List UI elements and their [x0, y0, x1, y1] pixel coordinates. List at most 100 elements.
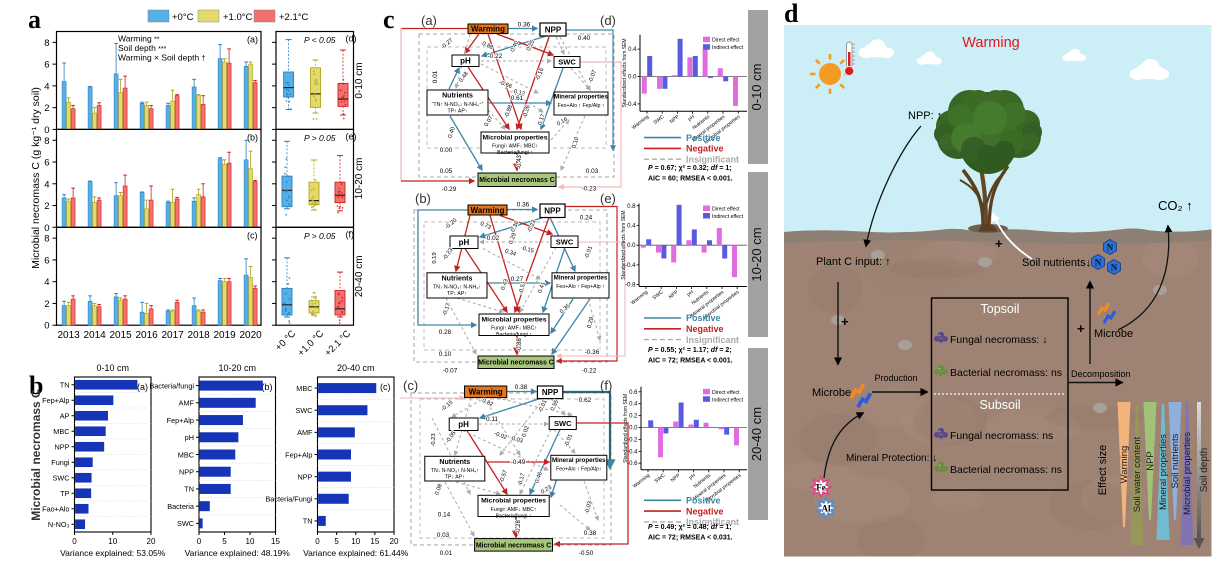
svg-text:+: + [841, 314, 849, 329]
svg-text:Microbial necromass C: Microbial necromass C [476, 542, 551, 549]
svg-text:NPP: NPP [54, 443, 69, 452]
svg-text:NPP: NPP [668, 289, 680, 300]
svg-text:0.4: 0.4 [629, 402, 638, 408]
svg-text:8: 8 [44, 234, 49, 245]
svg-text:20: 20 [390, 537, 399, 546]
svg-text:CO₂ ↑: CO₂ ↑ [1158, 198, 1193, 213]
svg-text:10-20 cm: 10-20 cm [218, 363, 256, 373]
svg-text:TP↓ AP↑: TP↓ AP↑ [445, 475, 465, 481]
svg-text:Microbial necromass C (g kg⁻¹: Microbial necromass C (g kg⁻¹ dry soil) [30, 87, 42, 269]
svg-text:+0°C: +0°C [172, 12, 194, 23]
svg-text:0.02: 0.02 [487, 235, 500, 242]
svg-text:0.02: 0.02 [521, 425, 531, 438]
svg-text:TN: TN [303, 517, 313, 526]
svg-text:Fep+Alp: Fep+Alp [42, 396, 69, 405]
svg-text:5: 5 [334, 537, 339, 546]
svg-text:0.29: 0.29 [508, 232, 518, 245]
svg-text:+1.0°C: +1.0°C [223, 12, 253, 23]
svg-text:-0.4: -0.4 [625, 263, 636, 269]
svg-text:0: 0 [44, 223, 49, 234]
svg-text:Warming: Warming [1119, 446, 1130, 484]
svg-text:SWC: SWC [177, 519, 194, 528]
svg-text:Feo+Alo ↑ Fep/Alp ↑: Feo+Alo ↑ Fep/Alp ↑ [558, 103, 605, 109]
svg-text:-0.01: -0.01 [584, 245, 594, 259]
svg-text:Feo+Alo ↑ Fep/Alp↑: Feo+Alo ↑ Fep/Alp↑ [556, 466, 601, 472]
svg-text:P > 0.05: P > 0.05 [304, 133, 336, 143]
svg-text:Mineral properties: Mineral properties [1158, 434, 1169, 510]
svg-text:6: 6 [44, 158, 49, 169]
svg-text:MBC: MBC [296, 384, 312, 393]
svg-text:-0.28: -0.28 [516, 520, 522, 534]
svg-text:NPP: NPP [545, 25, 562, 34]
svg-text:Microbial properties: Microbial properties [1182, 432, 1193, 515]
svg-text:Microbial properties: Microbial properties [482, 316, 547, 323]
svg-text:2: 2 [44, 299, 49, 310]
svg-text:P = 0.49; χ² = 0.48; df = 1;: P = 0.49; χ² = 0.48; df = 1; [648, 524, 732, 531]
svg-text:(a): (a) [137, 382, 148, 392]
svg-text:0: 0 [44, 321, 49, 332]
svg-text:Positive: Positive [686, 133, 721, 143]
svg-text:4: 4 [44, 81, 49, 92]
svg-text:AMF: AMF [179, 399, 195, 408]
svg-text:Bacteria/Fungi: Bacteria/Fungi [265, 495, 312, 504]
svg-text:NPP: NPP [297, 472, 312, 481]
svg-text:-0.8: -0.8 [625, 283, 636, 289]
svg-text:0.19: 0.19 [432, 252, 438, 263]
svg-text:Standardized effects from SEM: Standardized effects from SEM [623, 394, 629, 463]
svg-text:Warming × Soil depth †: Warming × Soil depth † [118, 53, 206, 63]
svg-text:Variance explained: 53.05%: Variance explained: 53.05% [60, 548, 166, 558]
svg-text:NPP: NPP [179, 468, 194, 477]
svg-text:0.43: 0.43 [500, 278, 510, 291]
svg-text:0.27: 0.27 [511, 276, 524, 283]
svg-text:Positive: Positive [686, 313, 721, 323]
svg-text:0.0: 0.0 [629, 426, 638, 432]
svg-text:SWC: SWC [295, 406, 312, 415]
svg-text:-0.36: -0.36 [585, 349, 600, 356]
svg-text:Insignificant: Insignificant [686, 517, 739, 527]
svg-text:(b): (b) [247, 132, 258, 142]
svg-text:10-20 cm: 10-20 cm [354, 158, 365, 200]
svg-text:Soil nutrients↓: Soil nutrients↓ [1022, 257, 1091, 269]
svg-text:(c): (c) [380, 382, 391, 392]
svg-text:5: 5 [222, 537, 227, 546]
svg-text:20-40 cm: 20-40 cm [337, 363, 375, 373]
svg-text:Variance explained: 61.44%: Variance explained: 61.44% [303, 548, 409, 558]
svg-text:Warming: Warming [471, 206, 505, 215]
svg-text:0.14: 0.14 [438, 512, 451, 519]
svg-text:(b): (b) [415, 191, 431, 206]
svg-text:2014: 2014 [83, 330, 106, 341]
svg-text:TN↓ N-NO₃↑ N-NH₄↑: TN↓ N-NO₃↑ N-NH₄↑ [433, 285, 481, 291]
svg-text:TN↓ N-NO₃↑ N-NH₄↑: TN↓ N-NO₃↑ N-NH₄↑ [431, 468, 479, 474]
svg-text:MBC: MBC [178, 450, 194, 459]
svg-text:20: 20 [147, 537, 156, 546]
svg-text:Fungi↑ AMF↓ MBC↑: Fungi↑ AMF↓ MBC↑ [491, 507, 537, 513]
svg-text:0.10: 0.10 [439, 351, 452, 358]
svg-text:2016: 2016 [135, 330, 158, 341]
svg-text:Direct effect: Direct effect [712, 390, 740, 396]
svg-text:0.24: 0.24 [580, 215, 593, 222]
svg-text:Insignificant: Insignificant [686, 335, 739, 345]
svg-text:P < 0.05: P < 0.05 [304, 35, 336, 45]
svg-text:pH: pH [459, 238, 470, 247]
svg-text:-0.4: -0.4 [627, 449, 638, 455]
svg-text:0: 0 [44, 125, 49, 136]
svg-text:NPP: NPP [670, 472, 682, 483]
svg-text:pH: pH [458, 420, 469, 429]
svg-text:Direct effect: Direct effect [712, 38, 740, 44]
svg-text:10: 10 [351, 537, 360, 546]
svg-text:-0.12: -0.12 [511, 88, 525, 97]
svg-text:Standardized effects from SEM: Standardized effects from SEM [621, 210, 627, 279]
svg-text:Topsoil: Topsoil [981, 302, 1020, 316]
svg-text:NPP: ↑: NPP: ↑ [908, 110, 942, 122]
svg-text:15: 15 [370, 537, 379, 546]
svg-text:0.38: 0.38 [515, 384, 528, 391]
svg-text:0.01: 0.01 [432, 70, 439, 83]
svg-text:Bacteria/fungi ↑: Bacteria/fungi ↑ [497, 150, 533, 156]
svg-text:-0.49: -0.49 [511, 459, 526, 466]
svg-text:0.61: 0.61 [511, 95, 524, 102]
svg-text:Bacteria/fungi ↑: Bacteria/fungi ↑ [496, 332, 532, 338]
svg-text:2017: 2017 [161, 330, 184, 341]
svg-text:(f): (f) [346, 229, 355, 239]
svg-text:P = 0.55; χ² = 1.17; df = 2;: P = 0.55; χ² = 1.17; df = 2; [648, 347, 732, 354]
svg-text:Warming: Warming [469, 388, 503, 397]
